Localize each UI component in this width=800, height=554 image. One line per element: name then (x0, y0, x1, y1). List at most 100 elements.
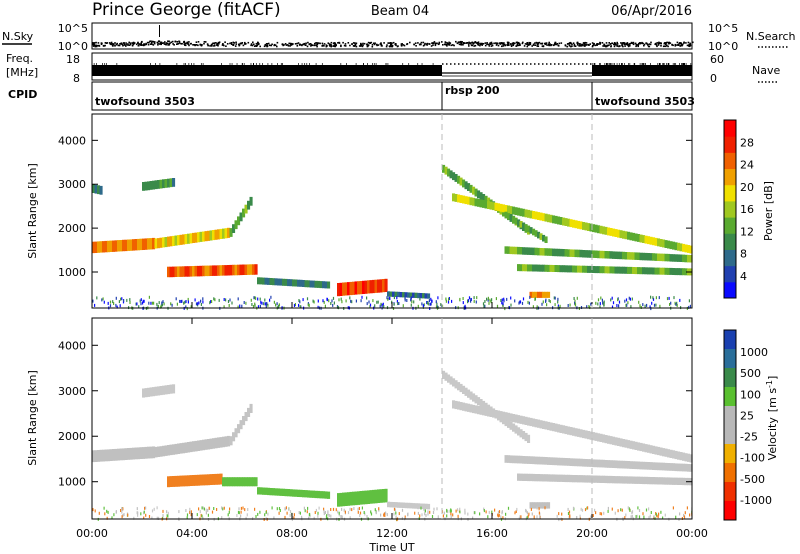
nsky-point (496, 43, 498, 45)
nsky-point (283, 44, 285, 46)
nsky-point (589, 43, 591, 45)
echo-speck (388, 296, 390, 300)
echo-speck (357, 510, 359, 514)
colorbar-tick-label: 100 (740, 388, 761, 401)
echo-cell (582, 265, 586, 273)
nsky-point (315, 42, 317, 44)
echo-cell (549, 214, 553, 223)
nsky-point (585, 44, 587, 46)
echo-cell (602, 459, 606, 468)
nsky-point (152, 40, 154, 43)
echo-cell (244, 264, 248, 275)
echo-cell (462, 195, 466, 204)
nsky-point (507, 43, 509, 46)
nsky-point (571, 45, 573, 47)
echo-cell (452, 400, 456, 409)
echo-cell (444, 372, 448, 381)
echo-cell (294, 279, 298, 287)
echo-speck (683, 515, 686, 519)
nsky-point (373, 43, 376, 46)
echo-speck (472, 516, 474, 520)
echo-speck (603, 511, 605, 515)
echo-cell (302, 280, 306, 287)
echo-speck (483, 509, 485, 513)
echo-cell (217, 437, 221, 448)
echo-cell (199, 440, 203, 451)
echo-cell (354, 281, 358, 295)
echo-cell (252, 477, 256, 487)
nsky-point (209, 45, 211, 47)
echo-speck (452, 513, 454, 517)
nsky-point (542, 45, 545, 47)
nsky-point (512, 42, 515, 44)
echo-cell (352, 491, 356, 506)
echo-cell (644, 235, 648, 244)
echo-cell (162, 179, 166, 189)
echo-speck (404, 298, 406, 302)
echo-speck (200, 513, 202, 517)
nsky-point (570, 45, 572, 48)
nsky-point (203, 42, 205, 45)
nsky-point (512, 44, 515, 47)
nsky-point (614, 44, 616, 46)
echo-speck (330, 508, 332, 511)
nsky-point (306, 45, 309, 48)
echo-cell (462, 179, 466, 188)
echo-speck (655, 513, 657, 516)
nsky-point (297, 42, 300, 44)
echo-speck (175, 297, 177, 301)
echo-speck (361, 506, 363, 510)
nsky-point (129, 42, 132, 44)
echo-cell (547, 264, 551, 272)
echo-speck (257, 305, 260, 309)
echo-cell (134, 447, 138, 460)
echo-cell (247, 200, 251, 210)
echo-speck (102, 297, 104, 301)
echo-speck (569, 515, 571, 519)
echo-speck (225, 298, 227, 302)
echo-speck (299, 511, 301, 515)
echo-cell (604, 460, 608, 468)
echo-cell (294, 489, 298, 497)
echo-speck (214, 298, 216, 302)
echo-cell (159, 386, 163, 396)
echo-cell (577, 249, 581, 258)
nsky-point (477, 44, 480, 46)
echo-cell (669, 449, 673, 458)
power-heatmap (92, 164, 693, 311)
nsky-point (310, 44, 313, 46)
echo-speck (629, 297, 631, 301)
echo-speck (660, 510, 662, 514)
echo-cell (554, 265, 558, 272)
echo-cell (682, 463, 686, 472)
echo-cell (562, 474, 566, 482)
nsky-point (659, 42, 661, 44)
echo-speck (536, 506, 538, 510)
echo-speck (317, 299, 319, 303)
echo-cell (209, 230, 213, 241)
nsky-point (444, 41, 447, 43)
echo-speck (655, 512, 657, 515)
echo-cell (582, 475, 586, 483)
echo-cell (394, 502, 398, 508)
nsky-point (168, 40, 170, 43)
nsky-point (183, 41, 185, 43)
echo-cell (274, 278, 278, 286)
echo-speck (374, 304, 376, 308)
echo-speck (317, 514, 319, 518)
echo-speck (427, 512, 429, 516)
echo-cell (344, 282, 348, 296)
echo-cell (144, 446, 148, 459)
echo-cell (252, 264, 256, 275)
nsky-point (526, 42, 529, 45)
echo-speck (645, 508, 648, 512)
echo-cell (574, 458, 578, 467)
nsky-point (212, 42, 214, 45)
echo-speck (386, 296, 388, 300)
echo-cell (197, 474, 201, 486)
nsky-point (674, 45, 677, 47)
velocity-unit-end: ] (766, 376, 779, 380)
nsky-point (305, 44, 307, 46)
nsky-point (470, 44, 473, 47)
